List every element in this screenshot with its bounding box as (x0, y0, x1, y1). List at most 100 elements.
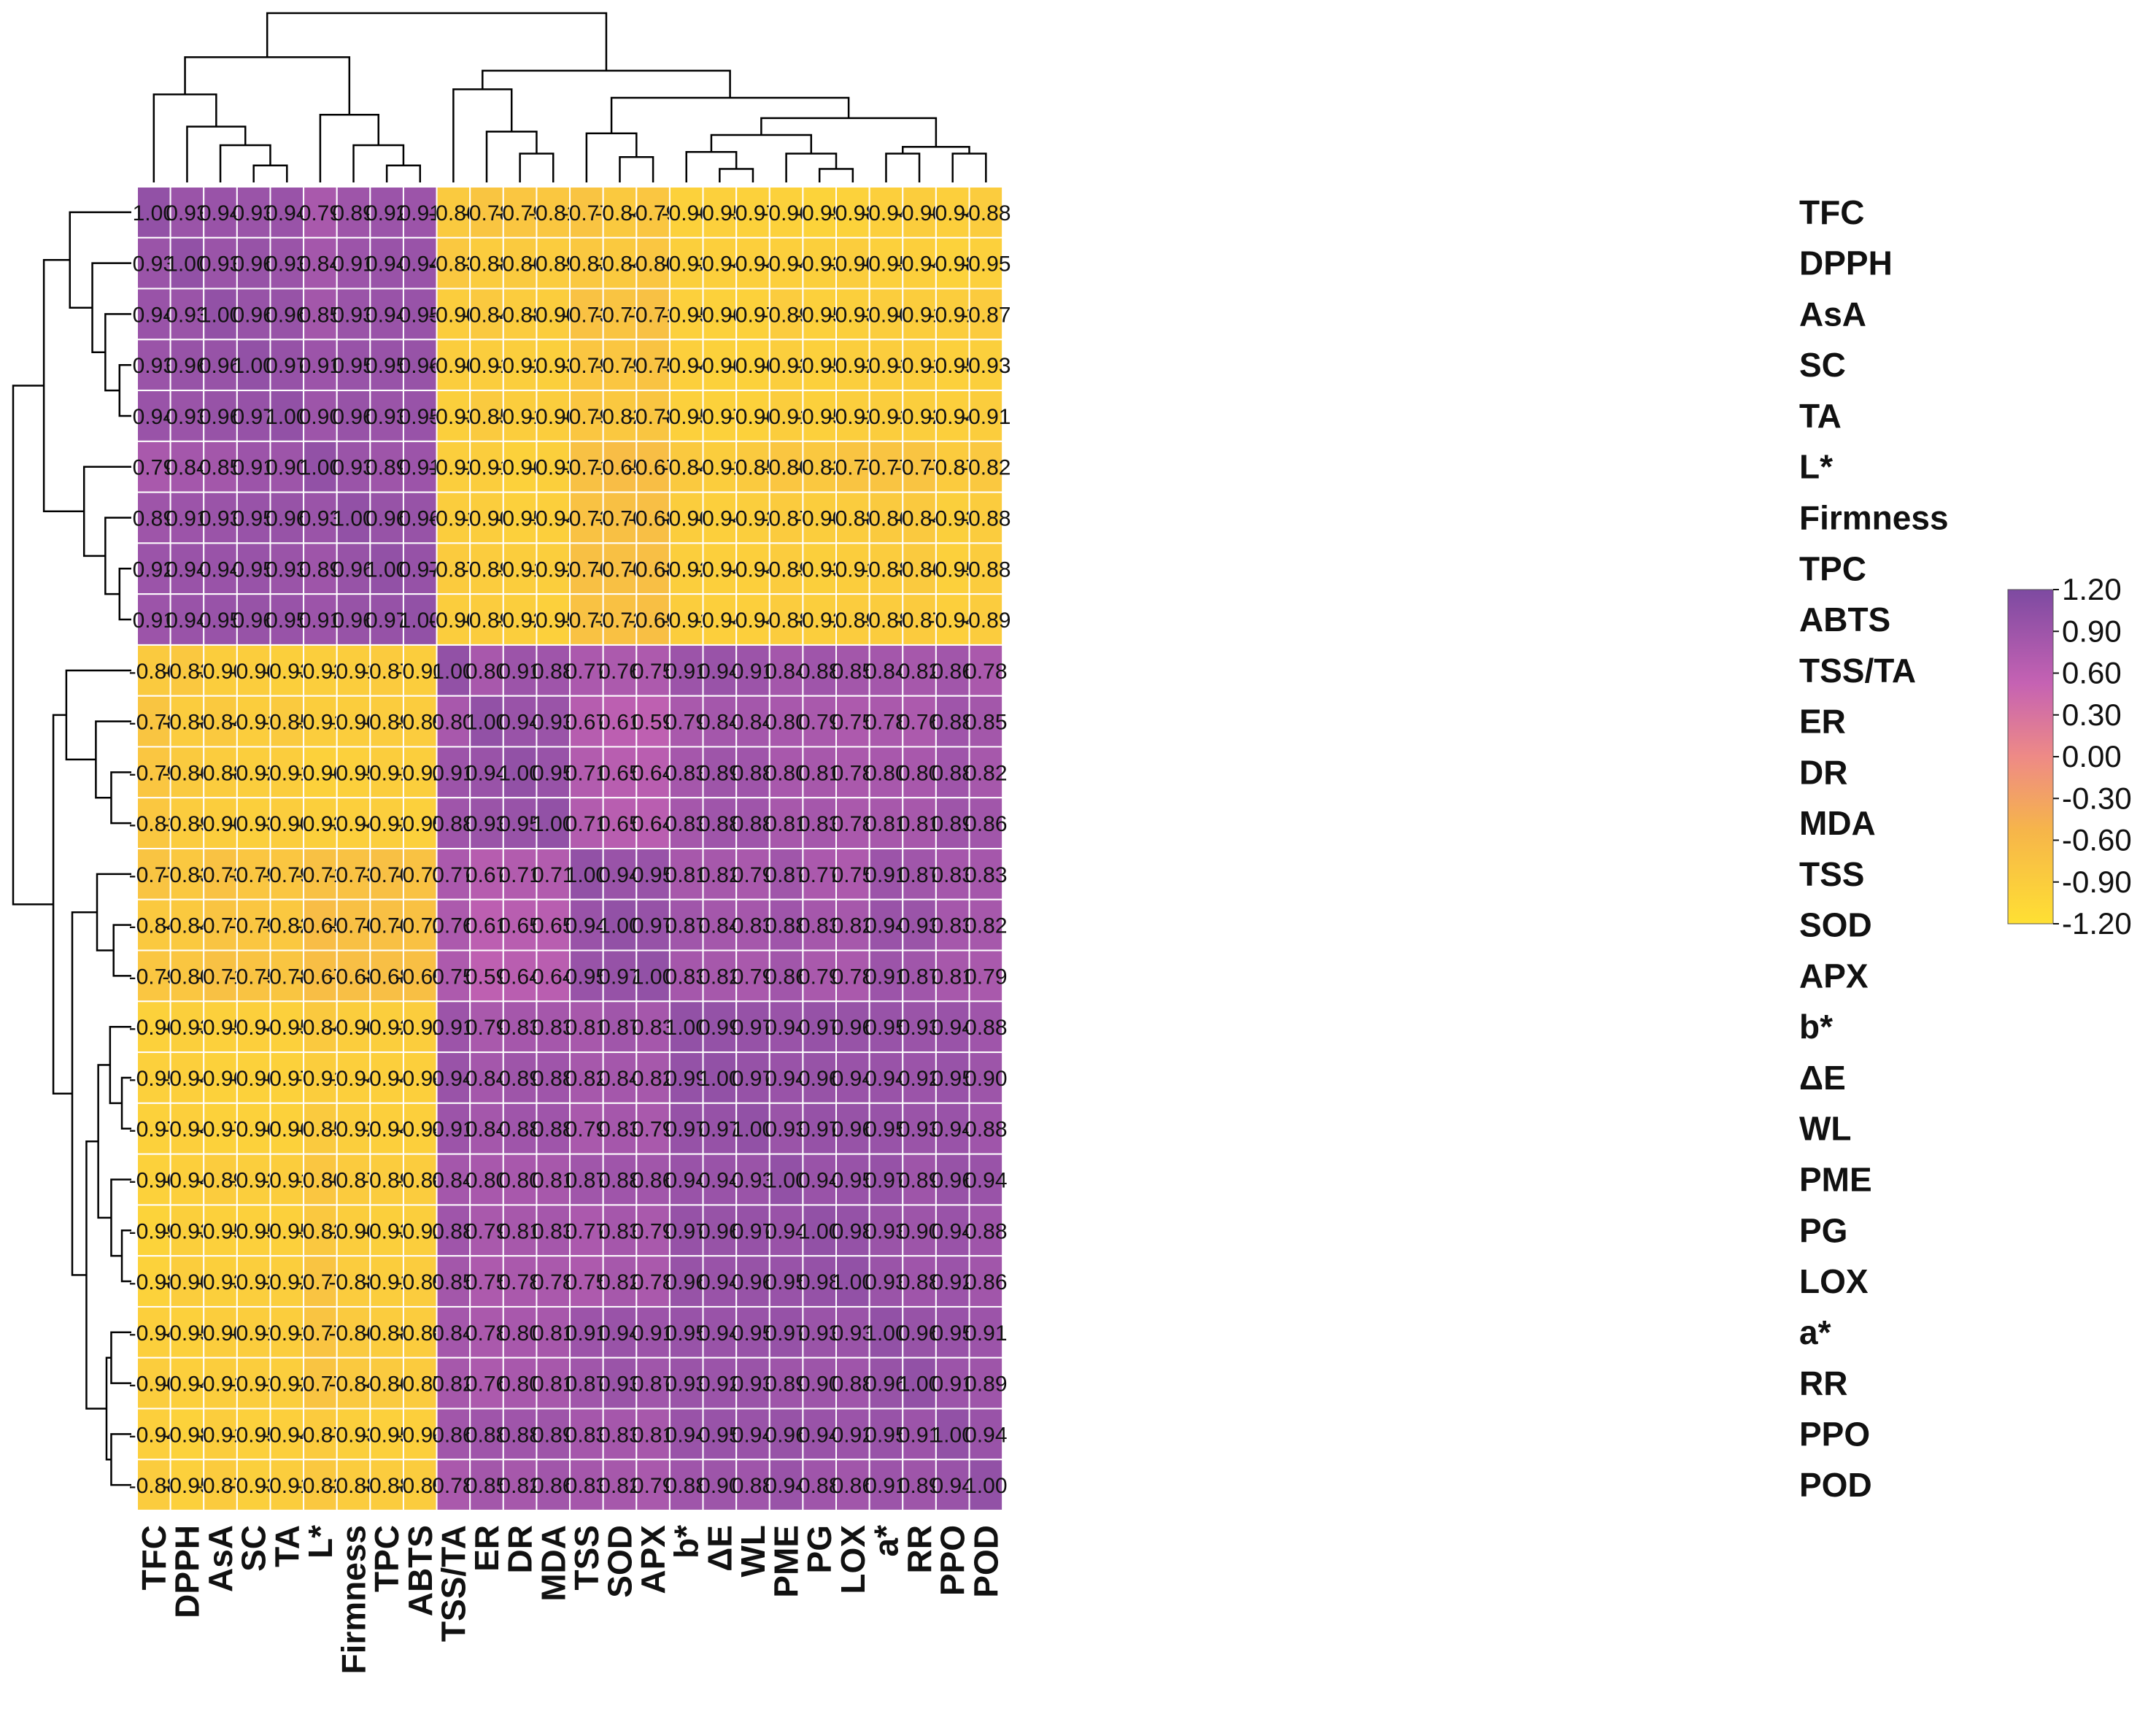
cell-value-label: 1.00 (565, 863, 608, 887)
heatmap-cell (968, 287, 1004, 341)
heatmap-cell (469, 644, 504, 697)
cell-value-label: 0.97 (366, 609, 408, 633)
cell-value-label: 0.87 (898, 965, 940, 989)
heatmap-cell (436, 695, 471, 748)
cell-value-label: 0.79 (465, 1016, 508, 1040)
heatmap-cell (203, 186, 238, 239)
cell-value-label: 0.95 (732, 1321, 774, 1346)
cell-value-label: 0.93 (532, 711, 574, 735)
cell-value-label: 0.91 (931, 1373, 973, 1397)
heatmap-cell (369, 287, 404, 341)
heatmap-cell (169, 1153, 205, 1206)
cell-value-label: 0.96 (399, 354, 441, 378)
cell-value-label: 0.94 (498, 711, 541, 735)
heatmap-cell (835, 186, 870, 239)
row-label: AsA (1799, 295, 1866, 333)
heatmap-cell (502, 390, 538, 442)
cell-value-label: 0.88 (498, 1423, 541, 1447)
row-label: PG (1799, 1211, 1847, 1249)
heatmap-cell (602, 542, 638, 595)
cell-value-label: 0.78 (865, 711, 907, 735)
cell-value-label: 1.00 (232, 354, 274, 378)
cell-value-label: 0.94 (832, 1067, 874, 1091)
heatmap-cell (303, 949, 338, 1003)
cell-value-label: 0.84 (465, 1118, 508, 1142)
cell-value-label: 1.00 (931, 1423, 973, 1447)
dendrogram-branch (902, 146, 970, 154)
heatmap-cell (469, 1204, 504, 1257)
cell-value-label: 0.94 (965, 1423, 1007, 1447)
cell-value-label: -0.95 (961, 252, 1011, 277)
cell-value-label: 0.94 (598, 863, 641, 887)
cell-value-label: 0.95 (931, 1067, 973, 1091)
dendrogram-branch (12, 385, 54, 906)
heatmap-cell (303, 440, 338, 493)
cell-value-label: 0.94 (765, 1219, 807, 1243)
heatmap-cell (735, 1356, 770, 1410)
cell-value-label: 0.87 (632, 1373, 674, 1397)
colorbar-tick-label: -1.20 (2062, 906, 2132, 941)
heatmap-cell (935, 1255, 970, 1308)
heatmap-cell (169, 1000, 205, 1054)
heatmap-cell (635, 1000, 671, 1054)
column-label: TA (268, 1525, 306, 1567)
heatmap-cell (369, 186, 404, 239)
heatmap-cell (303, 491, 338, 544)
cell-value-label: 0.83 (565, 1474, 608, 1498)
heatmap-cell (768, 746, 804, 799)
cell-value-label: 0.93 (598, 1373, 641, 1397)
cell-value-label: 0.75 (565, 1270, 608, 1294)
cell-value-label: 0.91 (399, 201, 441, 225)
heatmap-cell (902, 1051, 937, 1104)
heatmap-cell (602, 1204, 638, 1257)
dendrogram-branch (719, 168, 754, 182)
cell-value-label: 0.82 (898, 660, 940, 684)
heatmap-cell (303, 390, 338, 442)
heatmap-cell (536, 1051, 571, 1104)
heatmap-cell (735, 644, 770, 697)
cell-value-label: 0.93 (266, 557, 308, 582)
heatmap-cell (136, 949, 171, 1003)
column-label: Firmness (335, 1525, 373, 1675)
heatmap-cell (702, 1000, 738, 1054)
column-label: DPPH (168, 1525, 206, 1618)
heatmap-cell (602, 1102, 638, 1155)
heatmap-cell (802, 1459, 838, 1512)
heatmap-cell (635, 1051, 671, 1104)
cell-value-label: 0.90 (698, 1474, 741, 1498)
heatmap-cell (802, 1102, 838, 1155)
heatmap-cell (369, 1000, 404, 1054)
column-label: PME (768, 1525, 805, 1598)
cell-value-label: 0.94 (399, 252, 441, 277)
colorbar: 1.20 0.90 0.60 0.30 0.00 -0.30 -0.60 -0.90 -1.20 (2007, 572, 2132, 941)
heatmap-cell (668, 746, 704, 799)
cell-value-label: 0.94 (366, 252, 408, 277)
cell-value-label: 0.91 (865, 965, 907, 989)
heatmap-cell (502, 848, 538, 900)
cell-value-label: 0.77 (565, 1219, 608, 1243)
cell-value-label: 0.88 (931, 761, 973, 785)
cell-value-label: 0.95 (532, 761, 574, 785)
cell-value-label: 0.97 (865, 1169, 907, 1193)
dendrogram-branch (485, 131, 538, 182)
heatmap-cell (502, 1153, 538, 1206)
heatmap-cell (768, 797, 804, 850)
heatmap-cell (635, 1459, 671, 1512)
dendrogram-branch (619, 155, 654, 182)
heatmap-cell (203, 695, 238, 748)
cell-value-label: 0.95 (332, 354, 374, 378)
row-label: DR (1799, 753, 1847, 791)
cell-value-label: 0.78 (632, 1270, 674, 1294)
column-label: ER (468, 1525, 506, 1572)
heatmap-cell (868, 1459, 904, 1512)
heatmap-cell (203, 644, 238, 697)
heatmap-cell (635, 186, 671, 239)
dendrogram-branch (352, 144, 405, 182)
heatmap-cell (469, 1102, 504, 1155)
heatmap-cell (668, 949, 704, 1003)
heatmap-cell (569, 797, 604, 850)
cell-value-label: 0.91 (498, 660, 541, 684)
cell-value-label: 0.96 (832, 1016, 874, 1040)
cell-value-label: 0.79 (632, 1219, 674, 1243)
heatmap-cell (735, 1408, 770, 1461)
